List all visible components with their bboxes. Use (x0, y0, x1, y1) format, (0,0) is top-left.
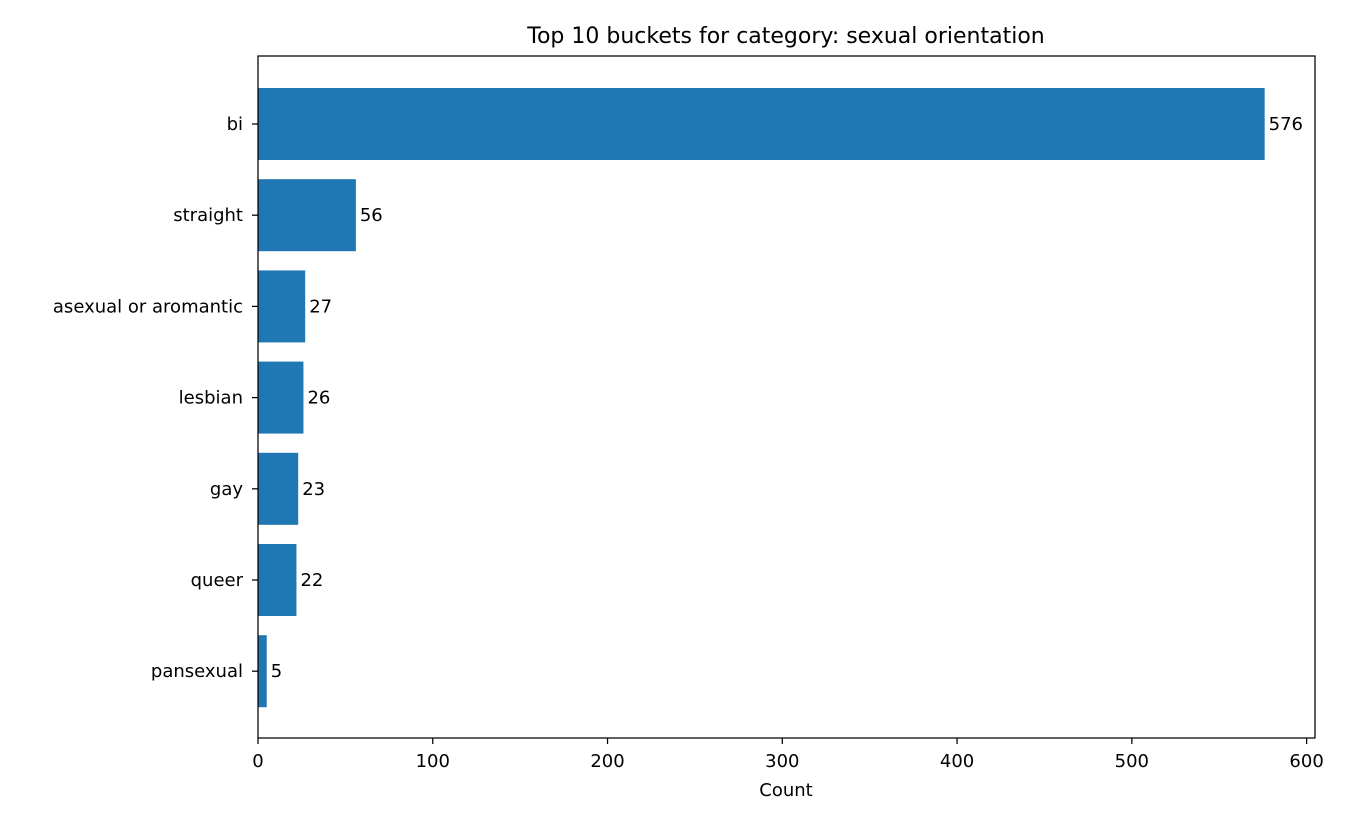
x-tick-label: 600 (1289, 751, 1323, 772)
bar-lesbian (258, 361, 304, 434)
x-tick-label: 500 (1115, 751, 1149, 772)
x-axis-label: Count (759, 780, 812, 801)
y-tick-label: straight (173, 205, 243, 226)
y-tick-label: bi (227, 114, 243, 135)
data-labels-group: 576 56 27 26 23 22 5 (271, 114, 1303, 682)
y-tick-label: pansexual (151, 661, 243, 682)
data-label: 5 (271, 661, 282, 682)
data-label: 22 (300, 570, 323, 591)
plot-frame (257, 55, 1316, 739)
x-tick-label: 0 (252, 751, 263, 772)
y-tick-label: lesbian (179, 388, 243, 409)
y-axis-ticks: bi straight asexual or aromantic lesbian gay… (53, 114, 258, 682)
chart-title: Top 10 buckets for category: sexual orie… (526, 24, 1044, 49)
y-tick-label: queer (191, 570, 244, 591)
bar-gay (258, 452, 299, 525)
x-axis-ticks: 0 100 200 300 400 500 600 (252, 738, 1324, 772)
x-tick-label: 100 (416, 751, 450, 772)
x-tick-label: 300 (765, 751, 799, 772)
bar-queer (258, 544, 297, 616)
data-label: 56 (360, 205, 383, 226)
data-label: 26 (307, 388, 330, 409)
data-label: 23 (302, 479, 325, 500)
data-label: 27 (309, 296, 332, 317)
bar-straight (258, 179, 356, 252)
x-tick-label: 200 (590, 751, 624, 772)
bar-bi (258, 88, 1265, 160)
bar-asexual-or-aromantic (258, 270, 306, 343)
bar-pansexual (258, 635, 267, 708)
y-tick-label: gay (210, 479, 243, 500)
y-tick-label: asexual or aromantic (53, 296, 243, 317)
bars-group (258, 88, 1265, 708)
data-label: 576 (1269, 114, 1303, 135)
x-tick-label: 400 (940, 751, 974, 772)
